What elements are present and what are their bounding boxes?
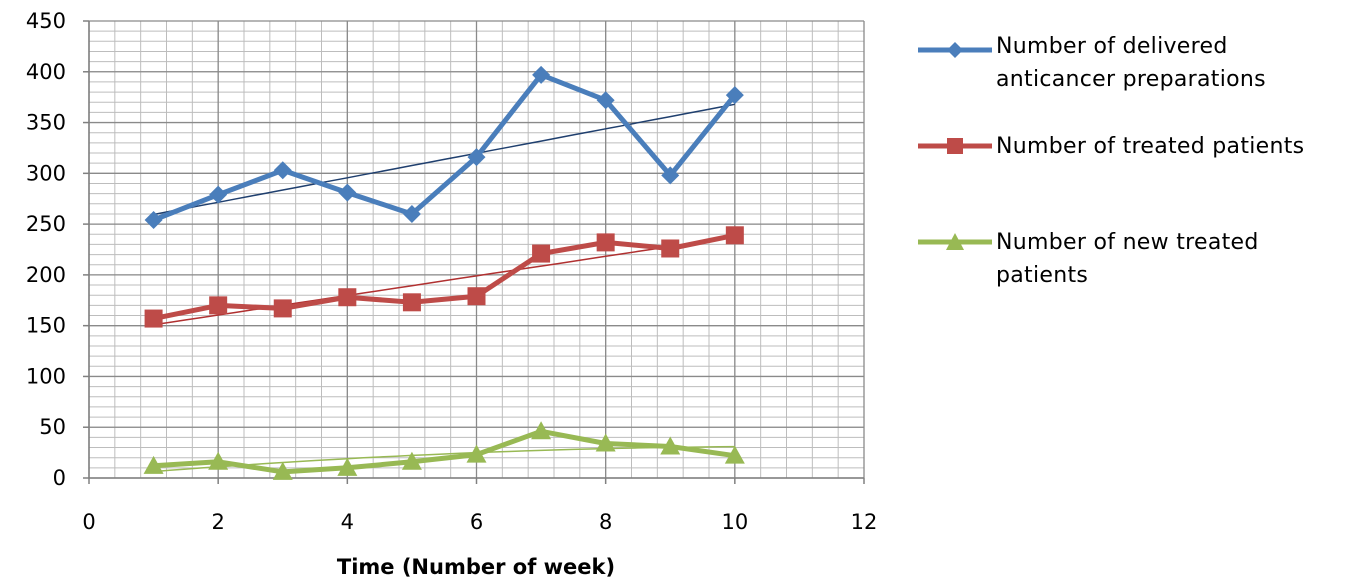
x-tick-label: 0 — [82, 510, 95, 534]
series-line — [153, 428, 736, 475]
legend-label: Number of new treated patients — [996, 230, 1259, 288]
data-point — [273, 299, 292, 318]
data-point — [596, 91, 615, 110]
trendline — [153, 103, 735, 216]
data-point — [338, 288, 357, 307]
data-point — [725, 226, 744, 245]
plot-grid — [83, 20, 865, 484]
y-tick-label: 150 — [26, 314, 66, 338]
data-point — [532, 244, 551, 263]
data-point — [208, 451, 229, 470]
data-point — [725, 86, 744, 105]
axis-ticks: 0 50 100 150 200 250 300 350 400 450 0 2 4 6 8 10 12 — [26, 9, 877, 534]
series-line — [152, 72, 737, 223]
data-point — [467, 287, 486, 306]
data-point — [724, 445, 745, 464]
series-3 — [143, 421, 745, 480]
y-tick-label: 400 — [26, 60, 66, 84]
trendlines — [153, 103, 735, 473]
data-point — [595, 433, 616, 452]
legend-label: Number of treated patients — [996, 134, 1305, 159]
series-1 — [144, 65, 744, 230]
y-tick-label: 50 — [39, 415, 66, 439]
x-tick-label: 10 — [721, 510, 748, 534]
data-point — [337, 457, 358, 476]
series-2 — [144, 226, 744, 328]
y-tick-label: 200 — [26, 263, 66, 287]
data-point — [532, 65, 551, 84]
data-point — [466, 444, 487, 463]
x-axis-title: Time (Number of week) — [337, 555, 615, 579]
data-point — [596, 233, 615, 252]
data-point — [209, 185, 228, 204]
y-tick-label: 300 — [26, 161, 66, 185]
data-point — [144, 309, 163, 328]
y-tick-label: 350 — [26, 111, 66, 135]
x-tick-label: 2 — [211, 510, 224, 534]
data-point — [402, 204, 421, 223]
y-tick-label: 0 — [53, 466, 66, 490]
data-point — [661, 166, 680, 185]
x-tick-label: 8 — [599, 510, 612, 534]
x-tick-label: 12 — [851, 510, 878, 534]
data-point — [143, 455, 164, 474]
data-point — [272, 461, 293, 480]
data-point — [273, 161, 292, 180]
data-point — [144, 211, 163, 230]
y-tick-label: 450 — [26, 9, 66, 33]
legend-diamond-icon — [918, 42, 992, 58]
data-point — [531, 421, 552, 440]
data-point — [401, 451, 422, 470]
data-series — [143, 65, 745, 480]
data-point — [338, 183, 357, 202]
data-point — [661, 239, 680, 258]
data-point — [402, 293, 421, 312]
legend-label: Number of delivered anticancer preparati… — [996, 34, 1266, 92]
legend-triangle-icon — [918, 233, 992, 250]
x-tick-label: 6 — [470, 510, 483, 534]
data-point — [467, 148, 486, 167]
x-tick-label: 4 — [341, 510, 354, 534]
y-tick-label: 250 — [26, 212, 66, 236]
series-line — [153, 232, 736, 322]
trendline — [153, 235, 735, 326]
data-point — [209, 296, 228, 315]
legend-square-icon — [918, 138, 992, 154]
data-point — [660, 436, 681, 455]
y-tick-label: 100 — [26, 364, 66, 388]
